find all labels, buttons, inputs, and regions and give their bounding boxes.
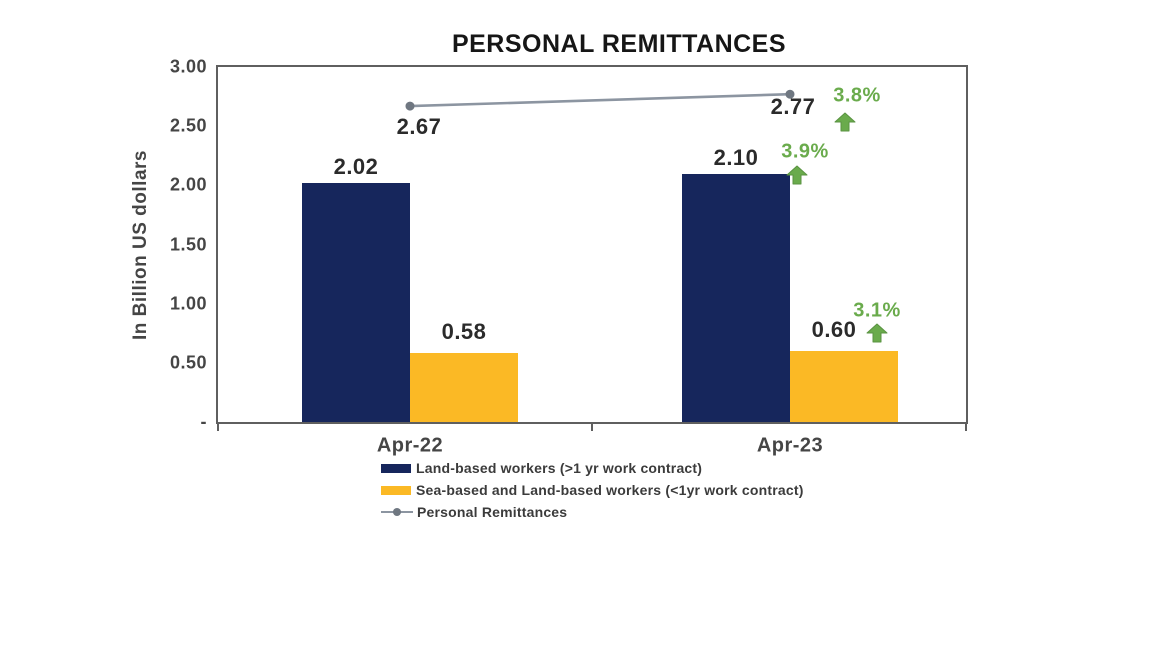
growth-arrow-icon [866, 323, 888, 343]
bar-value-label: 2.02 [333, 153, 379, 179]
legend-label: Sea-based and Land-based workers (<1yr w… [416, 482, 804, 498]
growth-label: 3.8% [833, 84, 881, 107]
bar-value-label: 2.10 [713, 144, 759, 170]
x-axis-label-apr-22: Apr-22 [376, 434, 444, 457]
y-tick-label: 1.00 [169, 293, 207, 314]
x-axis-tick [965, 424, 967, 431]
growth-arrow-icon [786, 165, 808, 185]
line-series-layer [405, 89, 795, 111]
legend-label: Personal Remittances [417, 504, 568, 520]
y-tick-label: 0.50 [169, 352, 207, 373]
chart-title: PERSONAL REMITTANCES [451, 30, 787, 58]
legend-item-personal-remittances: Personal Remittances [381, 503, 804, 521]
legend-line-swatch-icon [381, 507, 413, 517]
sea-based-bar-apr-22 [410, 353, 518, 422]
x-axis-label-apr-23: Apr-23 [756, 434, 824, 457]
y-tick-label: 2.00 [169, 174, 207, 195]
x-axis-tick [591, 424, 593, 431]
legend-bar-swatch-icon [381, 485, 411, 495]
legend-bar-swatch-icon [381, 463, 411, 473]
y-tick-label: 3.00 [169, 56, 207, 77]
legend-label: Land-based workers (>1 yr work contract) [416, 460, 703, 476]
land-based-bar-apr-22 [302, 183, 410, 422]
sea-based-bar-apr-23 [790, 351, 898, 422]
growth-arrow-icon [834, 112, 856, 132]
growth-label: 3.9% [781, 140, 829, 163]
line-value-label: 2.77 [770, 94, 816, 120]
x-axis-tick [217, 424, 219, 431]
y-tick-label: - [200, 411, 207, 432]
legend-item-land-based-workers: Land-based workers (>1 yr work contract) [381, 459, 804, 477]
land-based-bar-apr-23 [682, 173, 790, 422]
y-tick-label: 1.50 [169, 234, 207, 254]
legend-item-sea-based-workers: Sea-based and Land-based workers (<1yr w… [381, 481, 804, 499]
bar-value-label: 0.58 [441, 319, 487, 345]
growth-label: 3.1% [853, 299, 901, 322]
bar-value-label: 0.60 [811, 317, 857, 342]
personal-remittances-line [409, 92, 791, 108]
legend: Land-based workers (>1 yr work contract)… [381, 459, 804, 521]
line-marker [785, 89, 795, 99]
line-value-label: 2.67 [396, 114, 442, 140]
y-tick-label: 2.50 [169, 115, 207, 136]
line-marker [405, 101, 415, 111]
